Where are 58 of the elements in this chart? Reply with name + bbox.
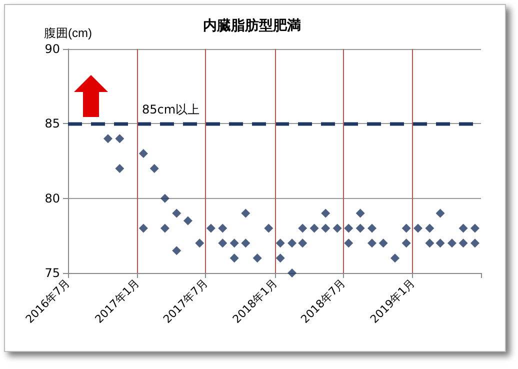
point xyxy=(298,224,308,233)
point xyxy=(321,224,330,233)
point xyxy=(310,224,319,233)
point xyxy=(241,208,250,218)
point xyxy=(402,238,411,248)
point xyxy=(321,208,330,218)
point xyxy=(218,224,228,233)
point xyxy=(252,254,262,263)
point xyxy=(414,224,423,233)
point xyxy=(103,134,112,144)
point xyxy=(264,224,274,233)
point xyxy=(344,238,354,248)
point xyxy=(425,238,434,248)
point xyxy=(356,224,365,233)
point xyxy=(470,224,480,233)
point xyxy=(356,208,365,218)
y-tick-label: 80 xyxy=(44,191,60,206)
point xyxy=(160,224,170,233)
point xyxy=(458,224,468,233)
point xyxy=(436,238,445,248)
ref-line-label: 85cm以上 xyxy=(142,102,200,117)
point xyxy=(115,134,124,144)
point xyxy=(378,238,388,248)
point xyxy=(458,238,468,248)
point xyxy=(230,254,239,263)
point xyxy=(150,164,159,173)
y-tick-label: 90 xyxy=(44,42,60,56)
point xyxy=(298,238,308,248)
y-tick-label: 85 xyxy=(44,116,60,131)
y-axis-title: 腹囲(cm) xyxy=(44,26,92,40)
point xyxy=(276,254,285,263)
point xyxy=(230,238,239,248)
point xyxy=(332,224,342,233)
point xyxy=(425,224,434,233)
point xyxy=(206,224,216,233)
point xyxy=(195,238,204,248)
point xyxy=(172,208,182,218)
point xyxy=(160,194,170,203)
point xyxy=(172,246,182,256)
point xyxy=(183,216,192,226)
point xyxy=(447,238,456,248)
point xyxy=(288,238,297,248)
point xyxy=(115,164,124,173)
point xyxy=(470,238,480,248)
point xyxy=(276,238,285,248)
point xyxy=(368,224,376,233)
y-tick-label: 75 xyxy=(44,266,60,280)
point xyxy=(138,149,148,158)
point xyxy=(241,238,250,248)
point xyxy=(402,224,411,233)
point xyxy=(218,238,228,248)
point xyxy=(368,238,376,248)
point xyxy=(344,224,354,233)
point xyxy=(288,268,297,278)
point xyxy=(390,254,400,263)
chart-title: 内臓脂肪型肥満 xyxy=(203,17,301,34)
point xyxy=(138,224,148,233)
point xyxy=(436,208,445,218)
